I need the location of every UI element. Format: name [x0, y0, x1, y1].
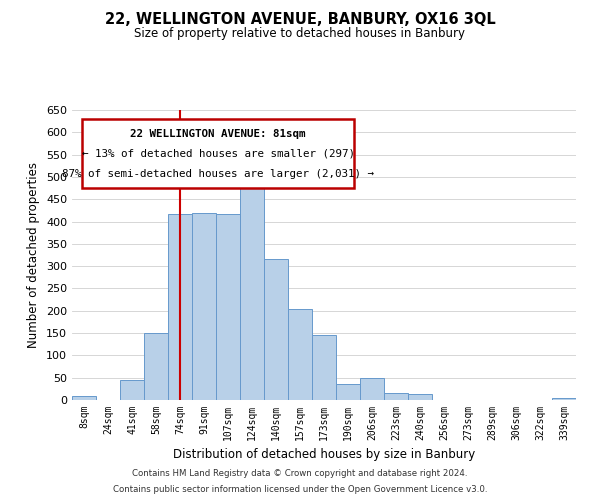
Bar — [120, 380, 144, 400]
Bar — [240, 164, 264, 400]
Bar — [216, 214, 240, 400]
Text: ← 13% of detached houses are smaller (297): ← 13% of detached houses are smaller (29… — [82, 148, 355, 158]
Bar — [336, 384, 360, 400]
Text: 22, WELLINGTON AVENUE, BANBURY, OX16 3QL: 22, WELLINGTON AVENUE, BANBURY, OX16 3QL — [104, 12, 496, 28]
FancyBboxPatch shape — [82, 118, 354, 188]
Bar — [384, 394, 408, 400]
Bar — [312, 336, 336, 400]
Bar — [288, 308, 312, 400]
Bar — [144, 333, 168, 400]
Text: Size of property relative to detached houses in Banbury: Size of property relative to detached ho… — [134, 28, 466, 40]
Bar — [408, 394, 432, 400]
Bar — [168, 214, 192, 400]
Bar — [72, 396, 96, 400]
X-axis label: Distribution of detached houses by size in Banbury: Distribution of detached houses by size … — [173, 448, 475, 462]
Bar — [264, 260, 288, 400]
Text: 22 WELLINGTON AVENUE: 81sqm: 22 WELLINGTON AVENUE: 81sqm — [130, 129, 306, 139]
Bar — [192, 212, 216, 400]
Text: Contains public sector information licensed under the Open Government Licence v3: Contains public sector information licen… — [113, 485, 487, 494]
Bar — [360, 378, 384, 400]
Bar — [552, 398, 576, 400]
Text: Contains HM Land Registry data © Crown copyright and database right 2024.: Contains HM Land Registry data © Crown c… — [132, 468, 468, 477]
Y-axis label: Number of detached properties: Number of detached properties — [28, 162, 40, 348]
Text: 87% of semi-detached houses are larger (2,031) →: 87% of semi-detached houses are larger (… — [62, 168, 374, 178]
